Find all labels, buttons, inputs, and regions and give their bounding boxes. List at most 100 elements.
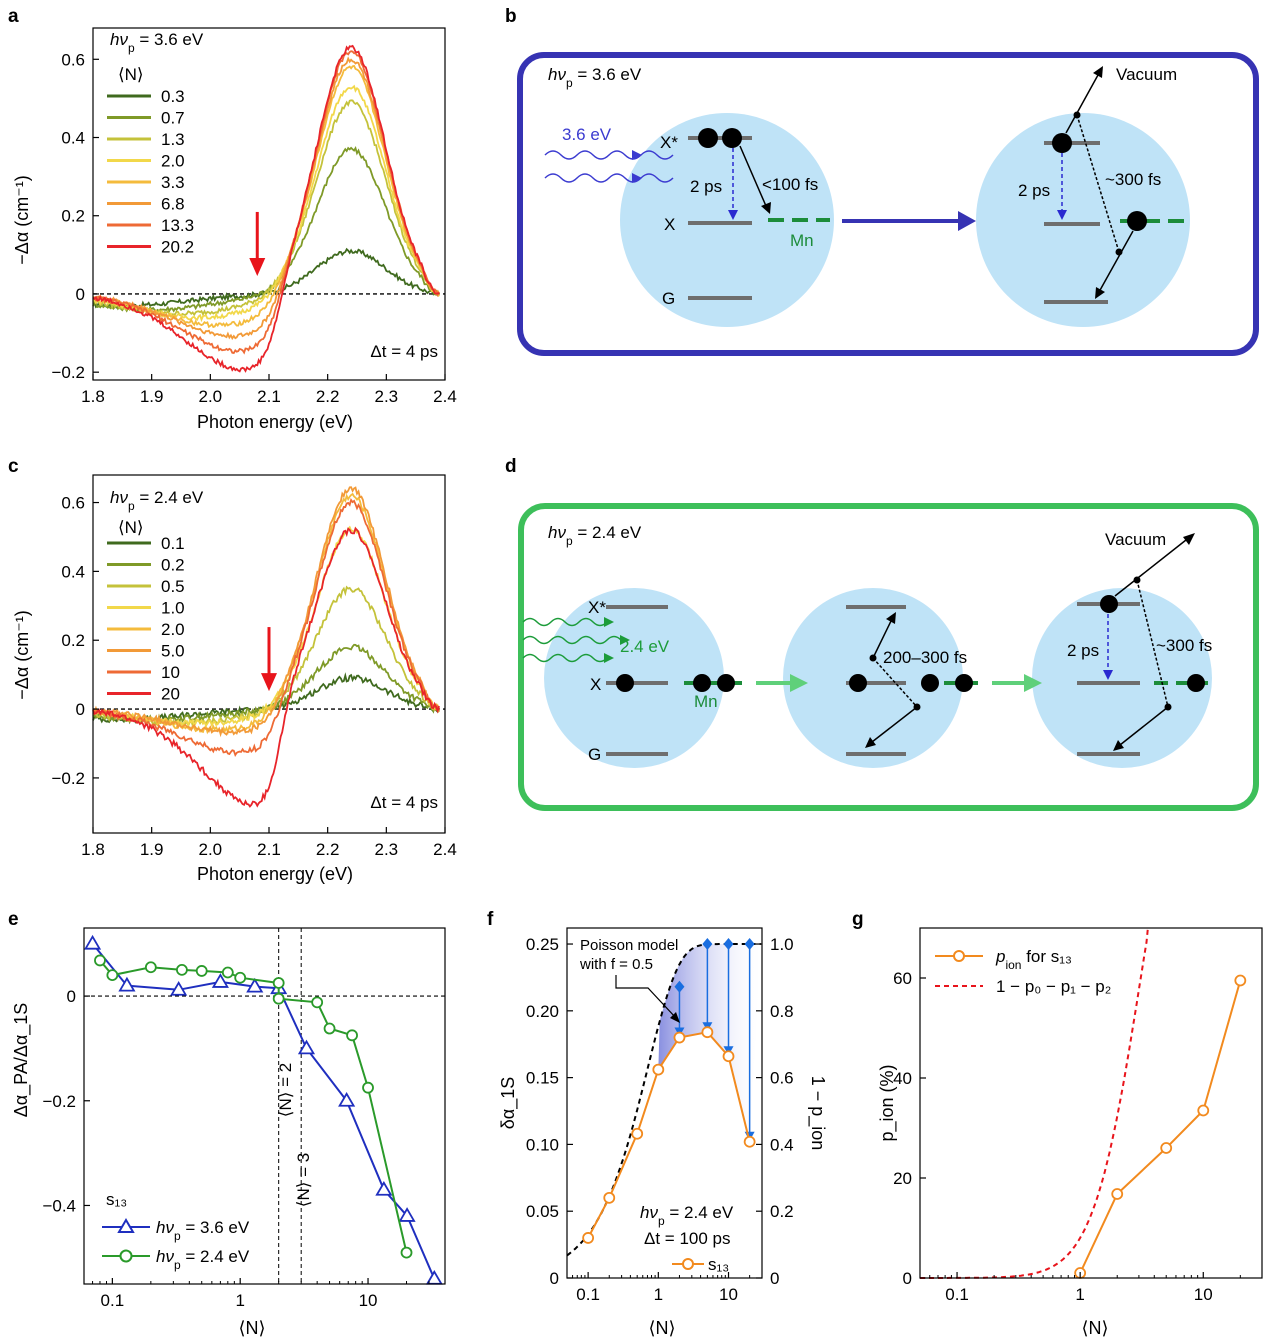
e-point-circle	[272, 992, 285, 1005]
e-xlabel: ⟨N⟩	[238, 1318, 265, 1338]
e-series-line-2	[99, 959, 408, 1253]
a-xtick-label: 2.4	[433, 387, 457, 406]
d-time-2: 2 ps	[1067, 641, 1099, 660]
panel-label-c: c	[8, 456, 19, 477]
e-point-circle	[94, 954, 106, 967]
a-pump-annotation: hνp = 3.6 eV	[110, 30, 204, 55]
a-legend-label-0.7: 0.7	[161, 109, 185, 128]
g-xtick-label: 1	[1075, 1285, 1084, 1304]
f-model-pointer	[615, 975, 677, 1019]
a-ytick-label: 0.4	[61, 129, 85, 148]
a-xlabel: Photon energy (eV)	[197, 412, 353, 432]
c-series-line-2.0	[92, 492, 440, 735]
b-pump-sub: p	[566, 76, 573, 90]
f-shaded-area	[658, 944, 761, 1142]
e-point-circle	[221, 966, 234, 979]
d-nc-1	[544, 588, 724, 768]
g-legend-text-1: pion for s₁₃	[995, 947, 1072, 972]
b-transfer	[739, 145, 767, 207]
a-ytick-label: 0.6	[61, 50, 85, 69]
d-relax	[871, 706, 918, 743]
f-model-label-2: with f = 0.5	[579, 956, 653, 973]
e-legend-val-2: = 2.4 eV	[181, 1247, 250, 1266]
d-frame	[518, 503, 1259, 811]
f-ytick-label: 0.15	[526, 1069, 559, 1088]
a-legend-label-13.3: 13.3	[161, 216, 194, 235]
a-xtick-label: 2.3	[375, 387, 399, 406]
d-relax-head	[865, 737, 876, 748]
e-point-triangle	[398, 1207, 416, 1222]
d-electron-3	[717, 674, 735, 692]
g-xlabel: ⟨N⟩	[1081, 1318, 1108, 1338]
a-ytick-label: −0.2	[51, 363, 85, 382]
b-electron-4	[1127, 211, 1147, 231]
c-legend-label-0.5: 0.5	[161, 577, 185, 596]
e-point-triangle	[170, 980, 188, 996]
c-pump-h: hν	[110, 488, 128, 507]
diagram-d: hνp = 2.4 eV 2.4 eV X* X G Mn	[518, 503, 1259, 811]
d-auger-link-2	[1136, 579, 1169, 708]
b-recombination	[1098, 230, 1134, 293]
b-time-2: <100 fs	[762, 175, 818, 194]
f-ytick-label: 0.10	[526, 1135, 559, 1154]
e-point-circle	[234, 971, 247, 984]
e-point-circle	[144, 961, 157, 974]
f-point-circle	[743, 1135, 756, 1148]
a-legend-label-3.3: 3.3	[161, 173, 185, 192]
b-label-xstar: X*	[660, 133, 678, 152]
g-legend-marker-1	[953, 950, 965, 962]
d-electron-4	[849, 674, 867, 692]
d-label-xstar: X*	[588, 598, 606, 617]
b-frame	[517, 52, 1259, 356]
b-transfer-head	[761, 202, 771, 214]
c-xtick-label: 1.9	[140, 840, 164, 859]
c-pump-sub: p	[128, 499, 135, 513]
e-plot-frame	[83, 927, 446, 1285]
a-ylabel: −Δα (cm⁻¹)	[12, 175, 32, 264]
d-electron-5	[921, 674, 939, 692]
b-time-4: ~300 fs	[1105, 170, 1161, 189]
a-legend-label-0.3: 0.3	[161, 87, 185, 106]
a-xtick-label: 2.0	[199, 387, 223, 406]
c-xtick-label: 2.3	[375, 840, 399, 859]
f-point-diamond	[702, 938, 713, 951]
f-ytick-label: 0.25	[526, 935, 559, 954]
f-point-diamond	[723, 938, 734, 951]
g-ylabel: p_ion (%)	[877, 1064, 898, 1141]
d-nc-2	[783, 588, 963, 768]
g-legend-p: p	[995, 947, 1005, 966]
e-legend-text-2: hνp = 2.4 eV	[156, 1247, 250, 1272]
d-upconversion-head	[886, 612, 896, 624]
f-plot-frame	[566, 927, 763, 1279]
c-ytick-label: 0	[76, 700, 85, 719]
c-xtick-label: 2.2	[316, 840, 340, 859]
a-series-line-3.3	[92, 64, 440, 329]
f-ytick-right-label: 0	[770, 1269, 779, 1288]
c-xtick-label: 2.1	[257, 840, 281, 859]
b-pump-h: hν	[548, 65, 566, 84]
d-electron-2	[693, 674, 711, 692]
e-ylabel: Δα_PA/Δα_1S	[11, 1003, 32, 1118]
chart-g: 0.1 1 10 0 20 40 60	[893, 927, 1263, 1304]
e-point-circle	[106, 969, 119, 982]
b-decay-1-head	[728, 210, 738, 220]
b-label-x: X	[664, 215, 675, 234]
c-legend-label-20: 20	[161, 685, 180, 704]
e-point-triangle	[118, 976, 136, 992]
f-ytick-label: 0	[550, 1269, 559, 1288]
e-legend-h-2: hν	[156, 1247, 174, 1266]
chart-f: 0.1 1 10 0 0.05 0.10 0.15 0.20 0.25 0 0.2 0.4 0.6 0.8…	[526, 927, 794, 1304]
d-ionization	[1114, 539, 1187, 597]
g-ytick-label: 0	[903, 1269, 912, 1288]
b-electron-2	[722, 128, 742, 148]
a-pump-val: = 3.6 eV	[135, 30, 204, 49]
chart-e: 0.1 1 10 −0.4 −0.2 0	[42, 927, 446, 1310]
d-recombination	[1119, 706, 1169, 746]
c-series-line-5.0	[92, 486, 440, 738]
f-point-circle	[722, 1050, 735, 1063]
panel-label-b: b	[505, 6, 517, 27]
f-ytick-right-label: 0.6	[770, 1069, 794, 1088]
a-series-line-6.8	[92, 56, 440, 341]
b-label-g: G	[662, 289, 675, 308]
d-label-x: X	[590, 675, 601, 694]
